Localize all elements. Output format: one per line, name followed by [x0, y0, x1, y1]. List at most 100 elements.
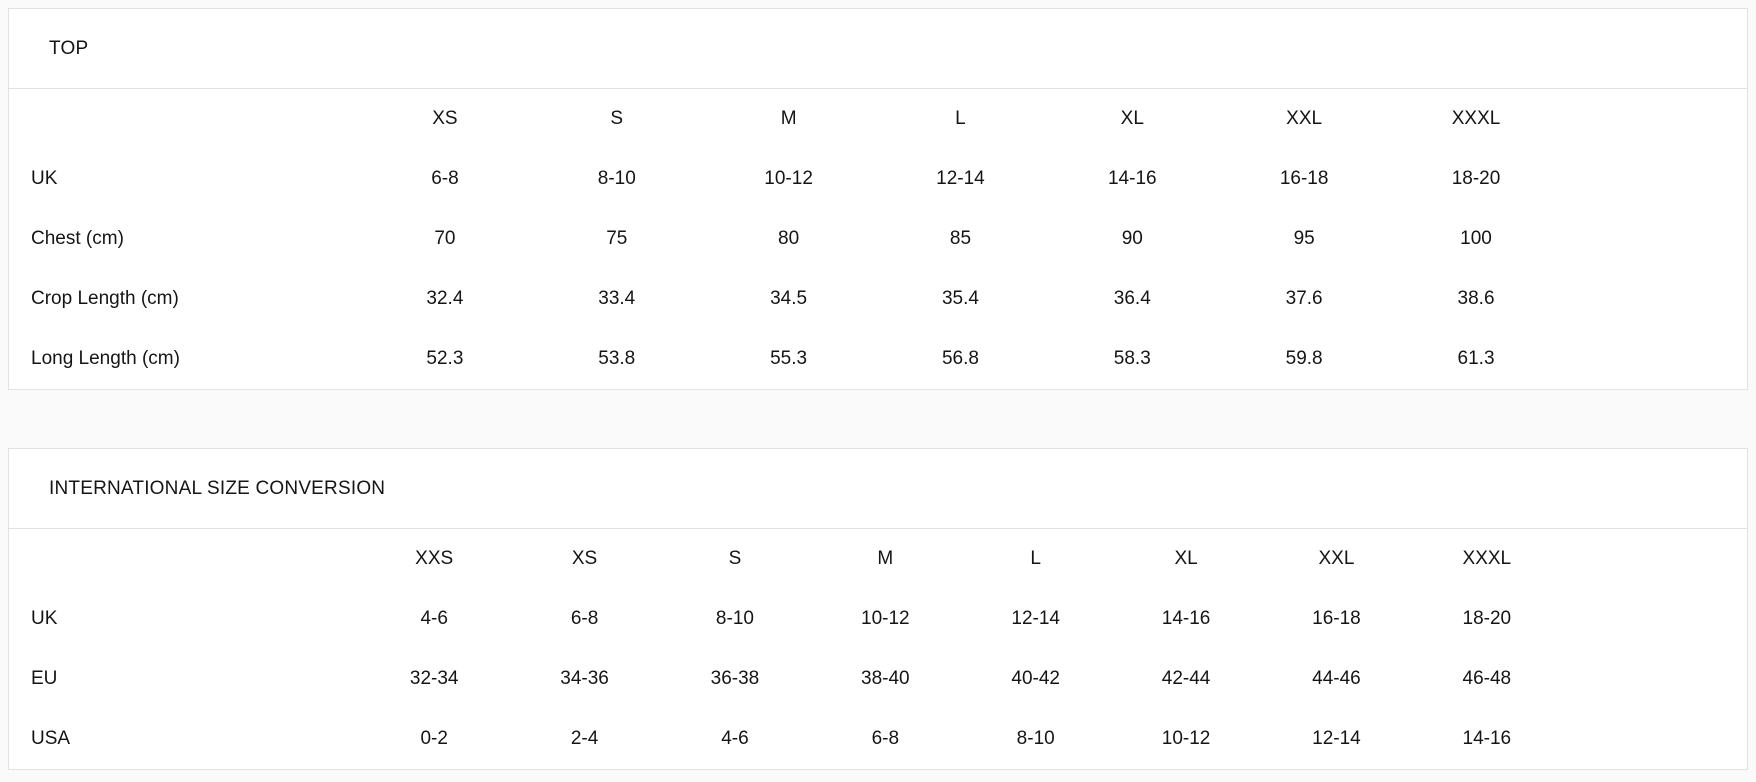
size-value-cell: 14-16: [1161, 608, 1211, 629]
size-table-header-row: XXS XS S M L XL XXL XXXL: [9, 529, 1747, 589]
size-value-cell: 34.5: [770, 288, 808, 309]
size-table-title: TOP: [9, 9, 1747, 89]
size-table-row: UK 6-8 8-10 10-12 12-14 14-16 16-18 18-20: [9, 149, 1747, 209]
row-label-cell: Crop Length (cm): [31, 288, 179, 309]
size-value-cell: 61.3: [1457, 348, 1495, 369]
size-value-cell: 40-42: [1011, 668, 1060, 689]
size-column-header: XXL: [1286, 108, 1323, 129]
size-value-cell: 8-10: [597, 168, 636, 189]
size-value-cell: 4-6: [721, 728, 749, 749]
row-right-spacer-cell: [1562, 709, 1747, 769]
size-column-header: M: [780, 108, 797, 129]
size-value-cell: 14-16: [1107, 168, 1157, 189]
size-column-header: XS: [571, 548, 598, 569]
size-column-header: XL: [1174, 548, 1198, 569]
size-column-header: XS: [432, 108, 458, 129]
size-column-header: XXXL: [1462, 548, 1512, 569]
size-value-cell: 75: [606, 228, 628, 249]
size-table-row: UK 4-6 6-8 8-10 10-12 12-14 14-16 16-18 18-20: [9, 589, 1747, 649]
size-value-cell: 12-14: [1312, 728, 1361, 749]
size-value-cell: 33.4: [598, 288, 636, 309]
row-right-spacer-cell: [1562, 649, 1747, 709]
size-value-cell: 6-8: [570, 608, 599, 629]
size-column-header: XXL: [1318, 548, 1355, 569]
row-right-spacer-cell: [1562, 149, 1747, 209]
size-value-cell: 85: [949, 228, 972, 249]
row-right-spacer-cell: [1562, 589, 1747, 649]
size-value-cell: 16-18: [1312, 608, 1361, 629]
size-value-cell: 80: [778, 228, 800, 249]
size-value-cell: 58.3: [1113, 348, 1151, 369]
size-value-cell: 52.3: [426, 348, 464, 369]
size-column-header: S: [728, 548, 742, 569]
size-value-cell: 56.8: [941, 348, 979, 369]
size-table-row: EU 32-34 34-36 36-38 38-40 40-42 42-44 44-46 46-…: [9, 649, 1747, 709]
size-value-cell: 6-8: [871, 728, 900, 749]
size-column-header: XXXL: [1451, 108, 1501, 129]
size-table: XXS XS S M L XL XXL XXXL UK 4-6 6-8 8-10 10-12 12-14…: [9, 529, 1747, 769]
size-value-cell: 0-2: [420, 728, 448, 749]
size-value-cell: 32-34: [409, 668, 459, 689]
size-value-cell: 35.4: [941, 288, 979, 309]
size-value-cell: 8-10: [1016, 728, 1055, 749]
size-value-cell: 90: [1121, 228, 1143, 249]
size-table-row: Chest (cm) 70 75 80 85 90 95 100: [9, 209, 1747, 269]
size-value-cell: 2-4: [570, 728, 599, 749]
size-value-cell: 10-12: [861, 608, 910, 629]
size-value-cell: 10-12: [764, 168, 813, 189]
size-table: XS S M L XL XXL XXXL UK 6-8 8-10 10-12 12-14 14-16 1…: [9, 89, 1747, 389]
size-table-header-row: XS S M L XL XXL XXXL: [9, 89, 1747, 149]
row-label-cell: UK: [31, 168, 58, 189]
size-value-cell: 18-20: [1451, 168, 1501, 189]
size-value-cell: 59.8: [1285, 348, 1323, 369]
size-value-cell: 46-48: [1462, 668, 1512, 689]
size-value-cell: 95: [1293, 228, 1315, 249]
size-value-cell: 6-8: [431, 168, 459, 189]
size-column-header: XL: [1120, 108, 1144, 129]
header-right-spacer-cell: [1562, 529, 1747, 589]
size-value-cell: 36-38: [710, 668, 760, 689]
row-label-cell: EU: [31, 668, 58, 689]
size-value-cell: 16-18: [1279, 168, 1329, 189]
size-value-cell: 32.4: [426, 288, 464, 309]
size-value-cell: 70: [434, 228, 456, 249]
size-column-header: L: [1030, 548, 1041, 569]
size-value-cell: 36.4: [1113, 288, 1151, 309]
row-right-spacer-cell: [1562, 329, 1747, 389]
size-value-cell: 8-10: [715, 608, 754, 629]
size-column-header: L: [955, 108, 966, 129]
size-value-cell: 53.8: [598, 348, 636, 369]
row-right-spacer-cell: [1562, 269, 1747, 329]
size-value-cell: 12-14: [1011, 608, 1060, 629]
size-value-cell: 4-6: [420, 608, 448, 629]
size-value-cell: 10-12: [1161, 728, 1211, 749]
size-column-header: XXS: [415, 548, 454, 569]
size-value-cell: 42-44: [1161, 668, 1211, 689]
size-table-row: Long Length (cm) 52.3 53.8 55.3 56.8 58.3 59.8…: [9, 329, 1747, 389]
row-label-cell: Long Length (cm): [31, 348, 180, 369]
row-label-cell: UK: [31, 608, 58, 629]
size-table-title: INTERNATIONAL SIZE CONVERSION: [9, 449, 1747, 529]
size-value-cell: 100: [1460, 228, 1492, 249]
row-label-cell: USA: [31, 728, 71, 749]
row-right-spacer-cell: [1562, 209, 1747, 269]
size-table-card: TOP XS S M L XL XXL XXXL UK 6-8 8-10 10-12 12-14 14…: [8, 8, 1748, 390]
size-value-cell: 38-40: [861, 668, 910, 689]
size-value-cell: 14-16: [1462, 728, 1512, 749]
size-value-cell: 37.6: [1285, 288, 1323, 309]
size-column-header: M: [877, 548, 894, 569]
size-value-cell: 38.6: [1457, 288, 1495, 309]
size-table-row: Crop Length (cm) 32.4 33.4 34.5 35.4 36.4 37.6…: [9, 269, 1747, 329]
size-column-header: S: [610, 108, 624, 129]
size-value-cell: 12-14: [936, 168, 985, 189]
size-table-card: INTERNATIONAL SIZE CONVERSION XXS XS S M L XL…: [8, 448, 1748, 770]
header-label-spacer-cell: [9, 529, 359, 589]
header-label-spacer-cell: [9, 89, 359, 149]
size-value-cell: 34-36: [560, 668, 609, 689]
size-value-cell: 44-46: [1312, 668, 1361, 689]
header-right-spacer-cell: [1562, 89, 1747, 149]
size-value-cell: 55.3: [770, 348, 808, 369]
row-label-cell: Chest (cm): [31, 228, 124, 249]
size-table-row: USA 0-2 2-4 4-6 6-8 8-10 10-12 12-14 14-16: [9, 709, 1747, 769]
